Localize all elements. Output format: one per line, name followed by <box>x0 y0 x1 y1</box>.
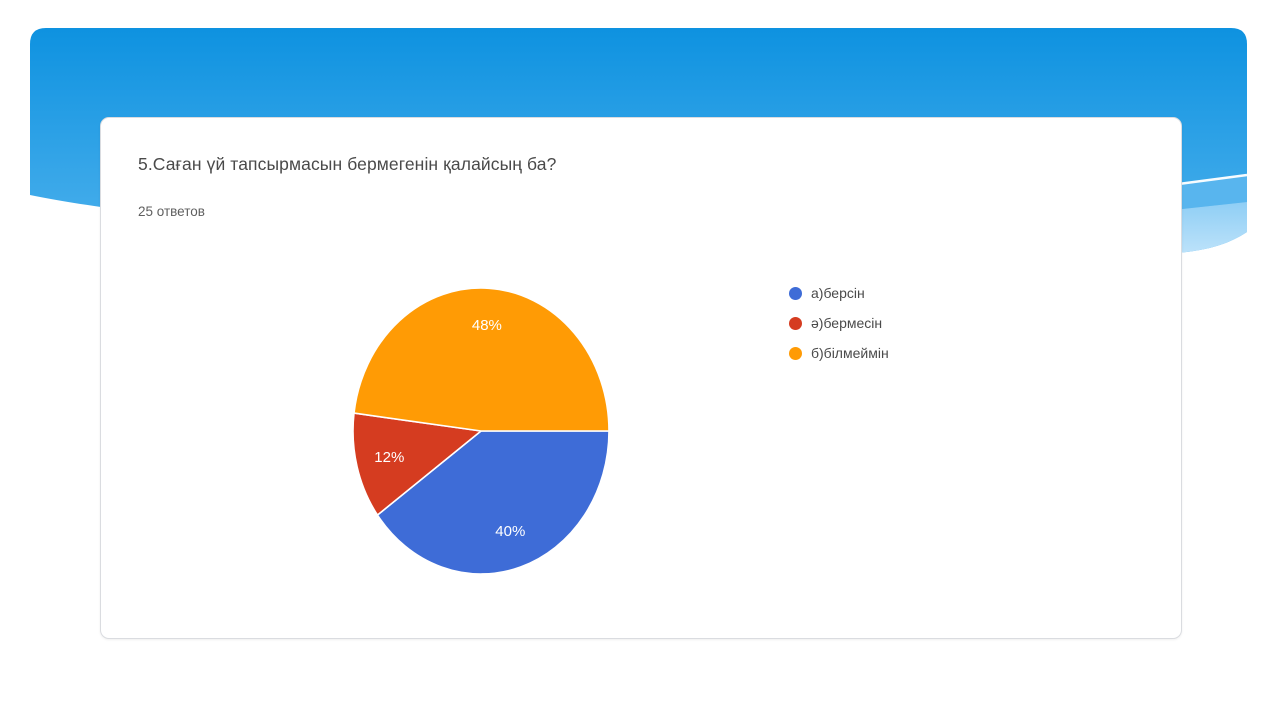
pie-percent-label-0: 40% <box>495 523 525 540</box>
legend-label: б)білмеймін <box>811 345 889 361</box>
pie-chart: 40% 12% 48% <box>352 287 610 575</box>
form-result-card: 5.Саған үй тапсырмасын бермегенін қалайс… <box>100 117 1182 639</box>
legend-item: б)білмеймін <box>789 345 889 361</box>
legend-dot-icon <box>789 316 802 330</box>
legend-item: а)берсін <box>789 285 889 301</box>
pie-slice-2 <box>353 287 610 432</box>
pie-percent-label-2: 48% <box>472 317 502 334</box>
legend-item: ә)бермесін <box>789 315 889 331</box>
banner-band-light <box>1173 202 1247 253</box>
legend-label: а)берсін <box>811 285 865 301</box>
legend-label: ә)бермесін <box>811 315 883 331</box>
question-title: 5.Саған үй тапсырмасын бермегенін қалайс… <box>138 154 557 174</box>
pie-percent-label-1: 12% <box>374 449 404 466</box>
pie-slice-0 <box>376 430 610 575</box>
responses-count: 25 ответов <box>138 204 205 219</box>
banner-band-mid <box>1173 175 1247 210</box>
banner-diagonal-line <box>1170 173 1248 187</box>
legend-dot-icon <box>789 286 802 300</box>
pie-slice-1 <box>352 412 483 517</box>
legend-dot-icon <box>789 346 802 360</box>
chart-legend: а)берсін ә)бермесін б)білмеймін <box>789 285 889 375</box>
